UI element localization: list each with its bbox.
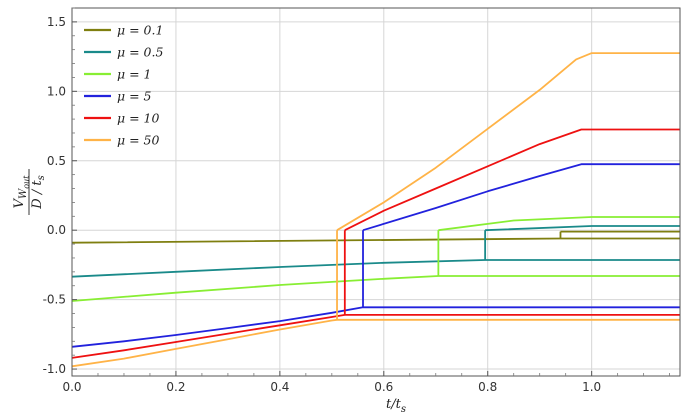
x-tick-label: 1.0: [582, 380, 601, 394]
y-axis-label: VWout D / ts: [12, 169, 47, 215]
legend: μ = 0.1 μ = 0.5 μ = 1 μ = 5 μ = 10 μ = 50: [84, 23, 163, 148]
series-line-upper: [485, 225, 680, 232]
series-line-lower: [71, 313, 680, 359]
x-label-text: t/ts: [386, 397, 406, 415]
series-3: [71, 163, 680, 348]
legend-label: μ = 0.5: [117, 45, 163, 60]
y-label-denominator: D / ts: [30, 175, 47, 209]
series-line-lower: [71, 259, 680, 278]
y-tick-label: 0.5: [47, 154, 66, 168]
legend-item: μ = 0.1: [84, 23, 163, 38]
series-line-upper: [362, 163, 680, 232]
y-tick-label: 0.0: [47, 223, 66, 237]
series-line-upper: [438, 216, 680, 232]
plot-frame: [71, 7, 681, 377]
series-line-upper: [344, 128, 680, 232]
legend-label: μ = 0.1: [117, 23, 163, 38]
axis-ticks: 0.0 0.2 0.4 0.6 0.8 1.0 -1.0 -0.5 0.0 0.5 1.0 1.5: [43, 7, 671, 394]
x-tick-label: 0.8: [478, 380, 497, 394]
y-tick-label: 1.0: [47, 84, 66, 98]
legend-item: μ = 1: [84, 67, 152, 82]
legend-label: μ = 10: [117, 111, 159, 126]
x-tick-label: 0.4: [270, 380, 289, 394]
series-0: [71, 230, 680, 244]
series-2: [71, 216, 680, 302]
series-line-lower: [71, 306, 680, 348]
grid-lines: [71, 8, 680, 376]
series-5: [71, 52, 680, 368]
x-axis-label: t/ts: [386, 397, 406, 415]
legend-item: μ = 5: [84, 89, 152, 104]
y-label-numerator: VWout: [12, 175, 31, 209]
y-tick-label: 1.5: [47, 15, 66, 29]
legend-item: μ = 10: [84, 111, 159, 126]
legend-label: μ = 50: [117, 133, 159, 148]
legend-item: μ = 0.5: [84, 45, 163, 60]
legend-label: μ = 1: [117, 67, 152, 82]
series-line-lower: [71, 237, 680, 244]
legend-item: μ = 50: [84, 133, 159, 148]
series-4: [71, 128, 680, 359]
x-tick-label: 0.6: [374, 380, 393, 394]
series-line-lower: [71, 318, 680, 368]
x-tick-label: 0.2: [166, 380, 185, 394]
series-1: [71, 225, 680, 278]
series-layer: [71, 52, 680, 368]
x-tick-label: 0.0: [62, 380, 81, 394]
y-tick-label: -0.5: [43, 293, 66, 307]
series-line-upper: [336, 52, 680, 231]
y-tick-label: -1.0: [43, 362, 66, 376]
legend-label: μ = 5: [117, 89, 152, 104]
series-line-lower: [71, 275, 680, 302]
